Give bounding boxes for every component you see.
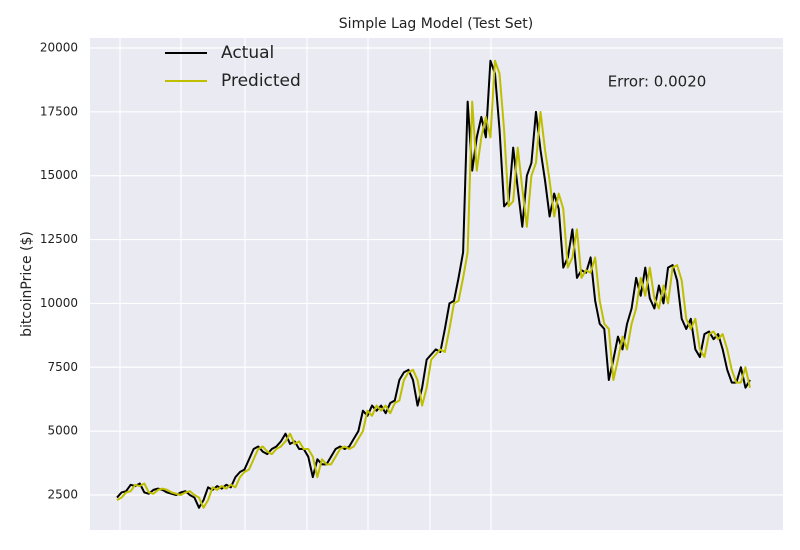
legend-label: Actual xyxy=(221,43,274,63)
plot-area xyxy=(90,38,783,530)
y-tick-label: 7500 xyxy=(47,360,78,374)
annotation: Error: 0.0020 xyxy=(608,73,707,91)
x-grid xyxy=(119,38,492,530)
y-tick-label: 5000 xyxy=(47,424,78,438)
series-line xyxy=(116,59,751,509)
y-tick-label: 15000 xyxy=(40,168,78,182)
y-tick-label: 17500 xyxy=(40,104,78,118)
y-axis-label: bitcoinPrice ($) xyxy=(19,231,35,337)
series-line xyxy=(116,59,751,509)
y-tick-label: 20000 xyxy=(40,40,78,54)
chart-title: Simple Lag Model (Test Set) xyxy=(339,16,533,32)
y-tick-label: 2500 xyxy=(47,488,78,502)
y-tick-label: 12500 xyxy=(40,232,78,246)
y-tick-label: 10000 xyxy=(40,296,78,310)
legend-label: Predicted xyxy=(221,71,301,91)
